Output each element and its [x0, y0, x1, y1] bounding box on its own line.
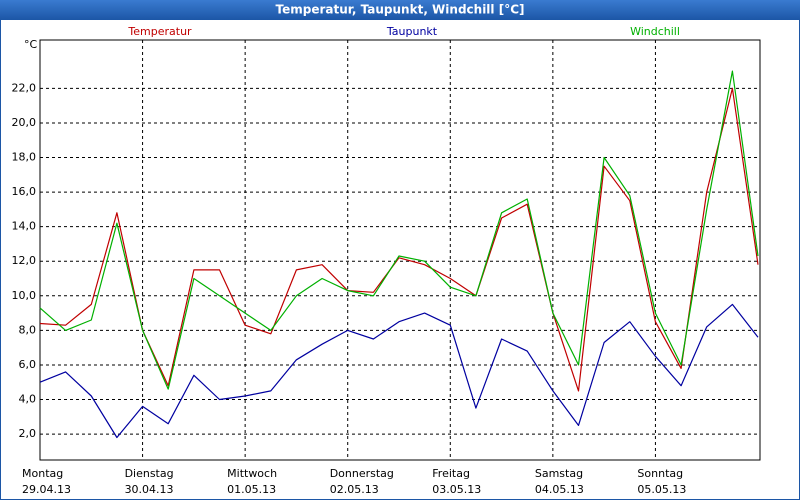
y-tick-label: 2,0: [19, 427, 37, 440]
series-line: [39, 87, 759, 392]
y-tick-label: 20,0: [12, 116, 37, 129]
x-tick-label: Donnerstag: [330, 467, 394, 480]
x-tick-sublabel: 30.04.13: [125, 483, 174, 496]
chart-title: Temperatur, Taupunkt, Windchill [°C]: [276, 3, 525, 17]
y-tick-label: 14,0: [12, 220, 37, 233]
x-tick-label: Montag: [22, 467, 63, 480]
legend-entry: Taupunkt: [386, 25, 438, 38]
x-tick-label: Mittwoch: [227, 467, 277, 480]
y-tick-label: 16,0: [12, 185, 37, 198]
y-tick-label: 10,0: [12, 289, 37, 302]
x-tick-sublabel: 29.04.13: [22, 483, 71, 496]
y-unit: °C: [24, 38, 38, 51]
y-tick-label: 6,0: [19, 358, 37, 371]
x-tick-label: Samstag: [535, 467, 583, 480]
x-tick-label: Dienstag: [125, 467, 174, 480]
series-line: [39, 303, 759, 439]
x-tick-sublabel: 05.05.13: [637, 483, 686, 496]
title-bar: [0, 0, 800, 20]
y-tick-label: 8,0: [19, 323, 37, 336]
series-line: [39, 70, 759, 390]
plot-border: [39, 39, 761, 461]
legend-entry: Temperatur: [127, 25, 192, 38]
y-tick-label: 22,0: [12, 81, 37, 94]
y-tick-label: 4,0: [19, 393, 37, 406]
x-tick-sublabel: 01.05.13: [227, 483, 276, 496]
y-tick-label: 12,0: [12, 254, 37, 267]
x-tick-sublabel: 04.05.13: [535, 483, 584, 496]
x-tick-label: Freitag: [432, 467, 470, 480]
y-tick-label: 18,0: [12, 151, 37, 164]
x-tick-label: Sonntag: [637, 467, 683, 480]
x-tick-sublabel: 03.05.13: [432, 483, 481, 496]
legend-entry: Windchill: [630, 25, 680, 38]
x-tick-sublabel: 02.05.13: [330, 483, 379, 496]
